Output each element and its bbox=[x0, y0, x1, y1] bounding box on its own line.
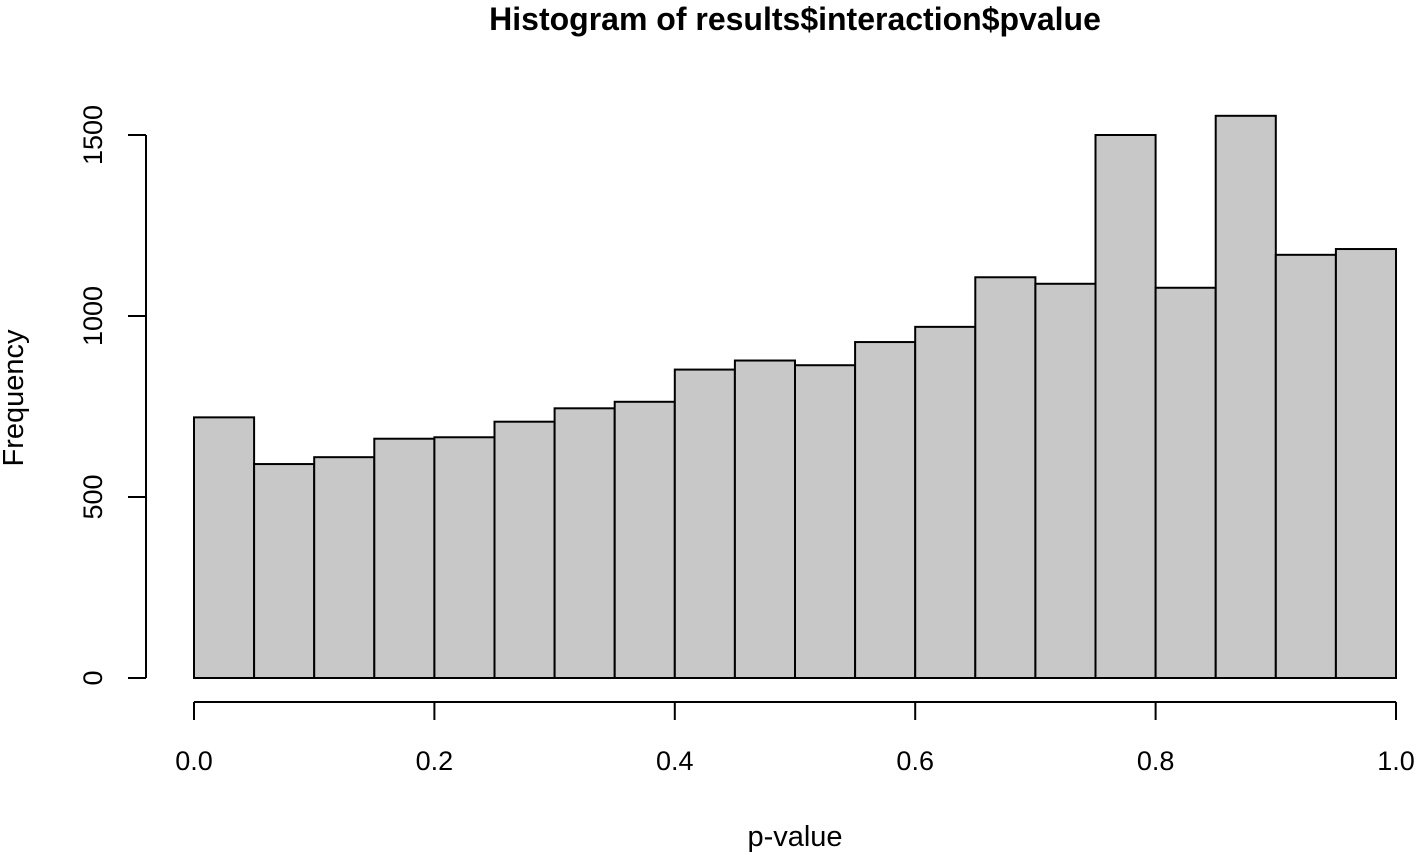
histogram-bar-16 bbox=[1094, 134, 1157, 679]
histogram-bar-20 bbox=[1334, 248, 1398, 679]
histogram-bar-1 bbox=[193, 416, 256, 679]
histogram-bar-12 bbox=[854, 341, 917, 679]
histogram-bar-7 bbox=[553, 407, 616, 679]
histogram-bar-8 bbox=[613, 400, 676, 679]
chart-title: Histogram of results$interaction$pvalue bbox=[489, 1, 1101, 37]
histogram-bars bbox=[193, 114, 1398, 679]
histogram-bar-2 bbox=[253, 463, 316, 679]
histogram-bar-18 bbox=[1214, 114, 1277, 679]
x-tick-label: 1.0 bbox=[1377, 746, 1415, 776]
x-axis-ticks: 0.0 0.2 0.4 0.6 0.8 1.0 bbox=[175, 702, 1415, 776]
x-tick-label: 0.6 bbox=[896, 746, 934, 776]
histogram-bar-15 bbox=[1034, 282, 1097, 679]
y-tick-label: 1500 bbox=[78, 105, 108, 165]
histogram-bar-17 bbox=[1154, 286, 1217, 679]
y-tick-label: 500 bbox=[78, 474, 108, 519]
histogram-bar-3 bbox=[313, 456, 376, 679]
histogram-bar-19 bbox=[1274, 253, 1337, 679]
x-axis: 0.0 0.2 0.4 0.6 0.8 1.0 bbox=[175, 701, 1415, 776]
x-tick-label: 0.0 bbox=[175, 746, 213, 776]
histogram-bar-13 bbox=[914, 325, 977, 679]
x-axis-title: p-value bbox=[747, 821, 842, 853]
y-tick-label: 0 bbox=[78, 670, 108, 685]
x-tick-label: 0.2 bbox=[416, 746, 454, 776]
histogram-bar-11 bbox=[794, 364, 857, 679]
y-tick-label: 1000 bbox=[78, 286, 108, 346]
y-axis-title: Frequency bbox=[0, 329, 30, 467]
histogram-bar-10 bbox=[733, 359, 797, 679]
histogram-bar-6 bbox=[493, 420, 556, 679]
histogram-bar-4 bbox=[373, 437, 436, 679]
x-tick-label: 0.8 bbox=[1137, 746, 1175, 776]
histogram-bar-9 bbox=[673, 368, 736, 679]
x-tick-label: 0.4 bbox=[656, 746, 694, 776]
histogram-bar-5 bbox=[433, 436, 496, 679]
y-axis-ticks: 0 500 1000 1500 bbox=[78, 105, 146, 686]
histogram-bar-14 bbox=[974, 276, 1037, 679]
y-axis: 0 500 1000 1500 bbox=[78, 105, 147, 686]
